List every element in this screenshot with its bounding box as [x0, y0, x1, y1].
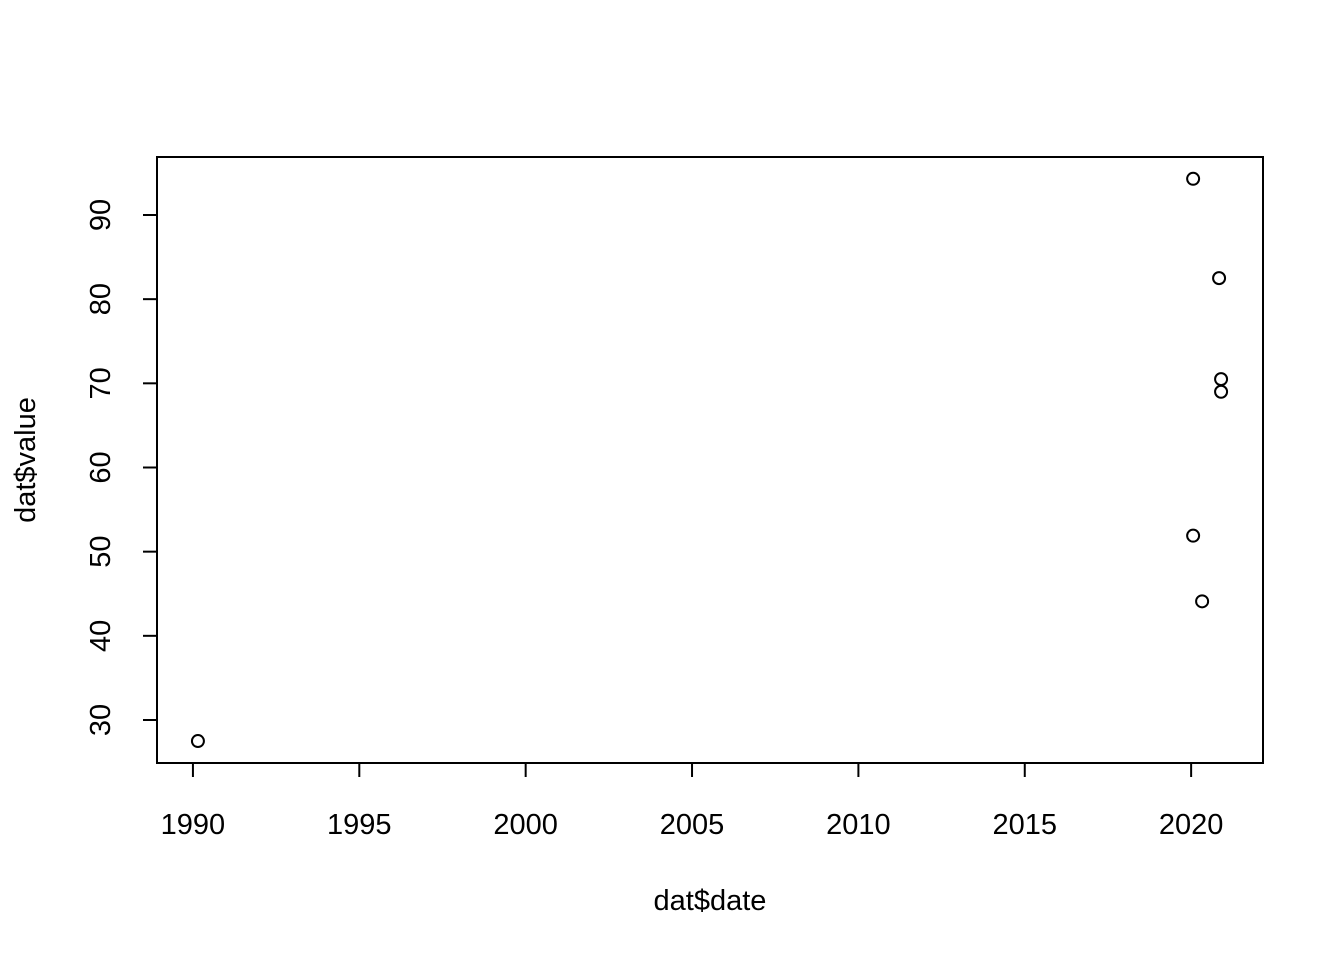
x-tick-label: 2015 [993, 809, 1058, 841]
plot-box [156, 156, 1264, 764]
y-tick-label: 40 [85, 620, 117, 652]
point [1214, 372, 1229, 387]
y-tick-label: 30 [85, 704, 117, 736]
y-axis-label: dat$value [10, 397, 42, 523]
x-tick-label: 2005 [660, 809, 725, 841]
x-tick-label: 1990 [161, 809, 226, 841]
x-tick-label: 2000 [493, 809, 558, 841]
y-tick-label: 80 [85, 283, 117, 315]
x-tick-label: 1995 [327, 809, 392, 841]
y-tick-label: 60 [85, 451, 117, 483]
point [1186, 171, 1201, 186]
point [190, 734, 205, 749]
point [1195, 594, 1210, 609]
y-tick-label: 70 [85, 367, 117, 399]
x-axis-label: dat$date [654, 885, 767, 917]
y-tick-label: 50 [85, 536, 117, 568]
point [1212, 271, 1227, 286]
x-tick-label: 2020 [1159, 809, 1224, 841]
point [1186, 528, 1201, 543]
x-tick-label: 2010 [826, 809, 891, 841]
point [1214, 384, 1229, 399]
y-tick-label: 90 [85, 199, 117, 231]
